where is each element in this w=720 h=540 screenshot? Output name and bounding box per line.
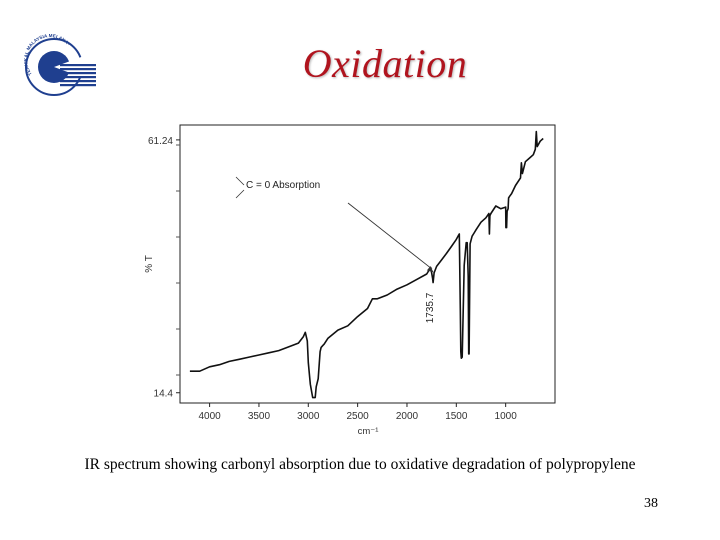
slide-title: Oxidation (302, 41, 468, 86)
ir-spectrum-chart: 61.24 14.4 4000 3500 3000 2500 2000 1500 1000 %… (144, 124, 556, 437)
page-number: 38 (644, 496, 658, 511)
x-axis-ticks: 4000 3500 3000 2500 2000 1500 1000 (198, 403, 517, 422)
y-axis-label: % T (144, 255, 155, 273)
x-tick-label: 3500 (248, 411, 271, 422)
annotation: C = 0 Absorption 1735.7 (235, 176, 436, 323)
plot-frame (179, 124, 556, 404)
x-tick-label: 2000 (396, 411, 419, 422)
university-logo: TEKNIKAL MALAYSIA MELAKA · UNIVERSITI (24, 34, 96, 96)
annotation-tick-lower (235, 189, 245, 199)
x-tick-label: 4000 (198, 411, 221, 422)
x-tick-label: 1500 (445, 411, 468, 422)
y-tick-label: 14.4 (154, 389, 174, 400)
y-tick-label: 61.24 (148, 136, 173, 147)
y-axis-ticks: 61.24 14.4 (148, 136, 180, 400)
x-axis-label: cm⁻¹ (358, 426, 379, 437)
annotation-arrowhead (426, 266, 434, 273)
annotation-tick-upper (235, 176, 245, 186)
peak-label: 1735.7 (425, 292, 436, 323)
annotation-arrow (347, 202, 433, 270)
x-tick-label: 1000 (495, 411, 518, 422)
logo-stripes (60, 64, 96, 87)
x-tick-label: 3000 (297, 411, 320, 422)
annotation-label: C = 0 Absorption (246, 180, 320, 191)
figure-caption: IR spectrum showing carbonyl absorption … (84, 456, 636, 473)
spectrum-line (189, 130, 544, 399)
x-tick-label: 2500 (347, 411, 370, 422)
